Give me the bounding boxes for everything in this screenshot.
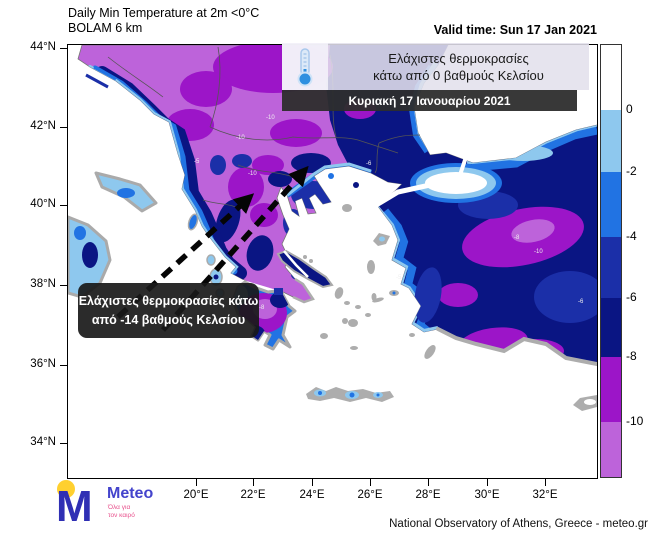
lat-label: 36°N	[30, 358, 56, 370]
brand-tagline: Όλα για τον καιρό	[108, 504, 135, 519]
y-tick	[60, 285, 68, 286]
info-line2: κάτω από 0 βαθμούς Κελσίου	[373, 67, 544, 83]
lon-label: 22°E	[240, 489, 266, 501]
svg-text:-6: -6	[366, 161, 372, 167]
lat-label: 42°N	[30, 120, 56, 132]
aegean-islands	[187, 173, 436, 359]
svg-text:-10: -10	[248, 171, 257, 177]
colorbar-segment	[601, 357, 621, 422]
x-tick	[370, 478, 371, 486]
brand-name: Meteo	[107, 485, 154, 502]
colorbar-segment	[601, 237, 621, 298]
x-tick	[487, 478, 488, 486]
coast-fringes	[292, 277, 599, 366]
svg-text:-10: -10	[266, 115, 275, 121]
y-tick	[60, 205, 68, 206]
info-panel: Ελάχιστες θερμοκρασίες κάτω από 0 βαθμού…	[282, 43, 589, 90]
y-tick	[60, 443, 68, 444]
meteo-logo-icon: M	[55, 479, 105, 531]
svg-text:-8: -8	[259, 305, 265, 311]
colorbar-tick: -8	[626, 349, 637, 363]
lon-label: 20°E	[183, 489, 209, 501]
colorbar-tick: -2	[626, 164, 637, 178]
colorbar-segment	[601, 172, 621, 237]
x-tick	[196, 478, 197, 486]
lon-label: 28°E	[415, 489, 441, 501]
svg-text:-10: -10	[534, 249, 543, 255]
lat-label: 44°N	[30, 41, 56, 53]
callout-line1: Ελάχιστες θερμοκρασίες κάτω	[78, 293, 259, 308]
attribution-text: National Observatory of Athens, Greece -…	[389, 518, 648, 530]
colorbar-segment	[601, 110, 621, 172]
crete-island	[306, 387, 394, 402]
colorbar-tick: -6	[626, 290, 637, 304]
greece-temperature-map: -10 -10 -5 -10 -8 -10 -6 -5 -8 -6	[66, 44, 599, 478]
info-panel-text: Ελάχιστες θερμοκρασίες κάτω από 0 βαθμού…	[328, 43, 589, 90]
svg-text:M: M	[56, 482, 93, 527]
marmara-sea	[371, 156, 502, 210]
svg-text:-5: -5	[396, 275, 402, 281]
x-tick	[545, 478, 546, 486]
y-tick	[60, 127, 68, 128]
lon-label: 30°E	[474, 489, 500, 501]
tagline-line1: Όλα για	[108, 504, 131, 511]
euboea-island	[276, 249, 334, 289]
x-tick	[253, 478, 254, 486]
colorbar-tick: 0	[626, 102, 633, 116]
lat-label: 40°N	[30, 198, 56, 210]
y-tick	[60, 48, 68, 49]
colorbar-segment	[601, 298, 621, 357]
cyprus-tip	[573, 395, 597, 411]
x-tick	[312, 478, 313, 486]
y-tick	[60, 365, 68, 366]
map-title: Daily Min Temperature at 2m <0°C	[68, 6, 260, 20]
svg-text:-8: -8	[514, 235, 520, 241]
callout-line2: από -14 βαθμούς Κελσίου	[91, 312, 246, 327]
cold-callout: Ελάχιστες θερμοκρασίες κάτω από -14 βαθμ…	[78, 283, 259, 338]
colorbar-segment	[601, 422, 621, 477]
thermometer-icon	[282, 43, 328, 90]
temperature-colorbar	[600, 44, 622, 478]
x-tick	[428, 478, 429, 486]
lon-label: 24°E	[299, 489, 325, 501]
colorbar-tick: -4	[626, 229, 637, 243]
valid-time-label: Valid time: Sun 17 Jan 2021	[433, 23, 597, 37]
svg-text:-6: -6	[578, 299, 584, 305]
lat-label: 34°N	[30, 436, 56, 448]
info-line1: Ελάχιστες θερμοκρασίες	[388, 50, 529, 66]
lon-label: 26°E	[357, 489, 383, 501]
svg-text:-10: -10	[236, 135, 245, 141]
contour-labels: -10 -10 -5 -10 -8 -10 -6 -5 -8 -6	[194, 115, 584, 311]
lon-label: 32°E	[532, 489, 558, 501]
lat-label: 38°N	[30, 278, 56, 290]
arrow-to-thrace	[160, 165, 309, 332]
tagline-line2: τον καιρό	[108, 511, 135, 519]
colorbar-segment	[601, 45, 621, 110]
italy-coast	[66, 65, 158, 299]
date-banner: Κυριακή 17 Ιανουαρίου 2021	[282, 90, 577, 111]
colorbar-tick: -10	[626, 414, 644, 428]
model-subtitle: BOLAM 6 km	[68, 21, 143, 35]
map-canvas: -10 -10 -5 -10 -8 -10 -6 -5 -8 -6	[66, 44, 599, 479]
svg-text:-5: -5	[194, 159, 200, 165]
